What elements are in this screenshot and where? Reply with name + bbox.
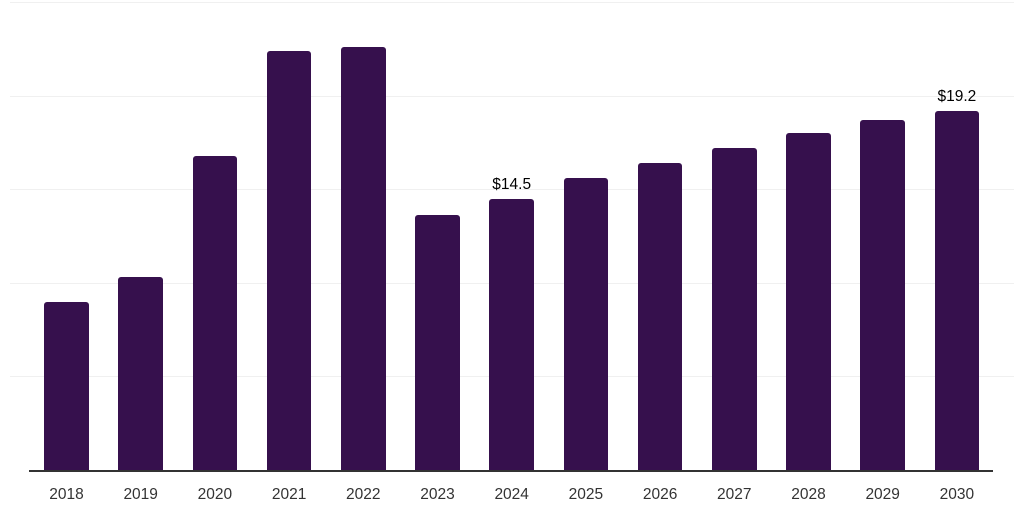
- x-axis-line: [29, 470, 993, 472]
- gridline-25: [10, 2, 1014, 3]
- bar-2020: [192, 155, 238, 470]
- value-label-2024: $14.5: [492, 175, 532, 193]
- bar-2021: [266, 50, 312, 470]
- x-tick-label-2021: 2021: [271, 486, 307, 503]
- bar-2028: [786, 133, 831, 470]
- bar-2029: [860, 119, 905, 470]
- x-tick-label-2027: 2027: [717, 486, 752, 503]
- bar-2022: [341, 46, 386, 470]
- bar-2018: [44, 301, 89, 470]
- value-label-2030: $19.2: [937, 87, 977, 105]
- bar-2024: [489, 198, 534, 470]
- x-tick-label-2024: 2024: [494, 486, 529, 503]
- x-tick-label-2028: 2028: [791, 486, 826, 503]
- gridline-20: [10, 95, 1014, 97]
- x-tick-label-2018: 2018: [49, 486, 84, 503]
- bar-2027: [712, 148, 757, 470]
- x-tick-label-2030: 2030: [939, 486, 975, 503]
- x-tick-label-2023: 2023: [420, 486, 455, 503]
- bar-2026: [637, 162, 683, 470]
- x-tick-label-2025: 2025: [568, 486, 604, 503]
- x-tick-label-2019: 2019: [123, 486, 158, 503]
- bar-2025: [563, 177, 609, 470]
- bar-2030: [934, 110, 980, 470]
- x-tick-label-2026: 2026: [642, 486, 678, 503]
- bar-2019: [118, 277, 163, 470]
- x-tick-label-2020: 2020: [197, 486, 233, 503]
- x-tick-label-2029: 2029: [865, 486, 900, 503]
- bar-2023: [415, 215, 460, 470]
- gridline-15: [10, 189, 1014, 191]
- x-tick-label-2022: 2022: [346, 486, 381, 503]
